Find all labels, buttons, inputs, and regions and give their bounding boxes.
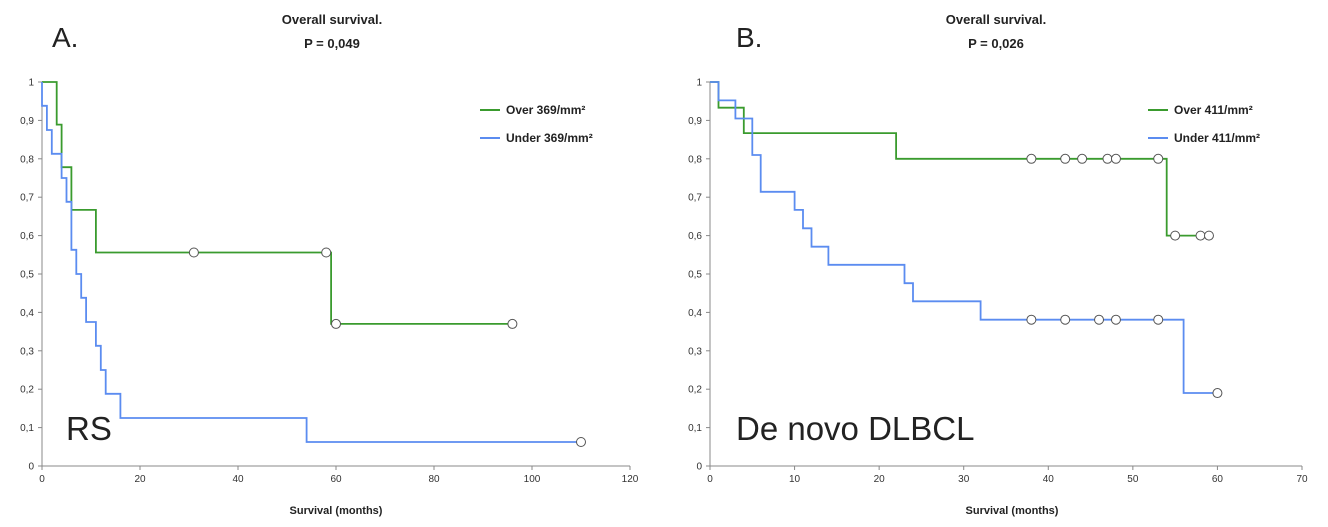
censor-marker (1026, 153, 1037, 164)
chart-subtitle: P = 0,049 (304, 36, 360, 51)
y-tick-label: 0 (28, 462, 34, 473)
chart-annotation: RS (66, 410, 112, 447)
y-tick-label: 0,9 (688, 116, 702, 127)
chart-annotation: De novo DLBCL (736, 410, 975, 447)
censor-marker (1195, 230, 1206, 241)
censor-marker (1077, 153, 1088, 164)
censor-marker (1110, 314, 1121, 325)
series-line (42, 81, 513, 325)
y-tick-label: 0,2 (688, 385, 702, 396)
legend: Over 411/mm² Under 411/mm² (1148, 96, 1260, 152)
x-tick-label: 80 (428, 474, 440, 485)
chart-title: Overall survival. (945, 12, 1047, 27)
censor-marker (321, 247, 332, 258)
y-tick-label: 0,9 (20, 116, 34, 127)
x-axis-label: Survival (months) (965, 505, 1059, 517)
y-tick-label: 0,3 (20, 346, 34, 357)
censor-marker (1212, 388, 1223, 399)
y-tick-label: 0,6 (688, 231, 702, 242)
y-tick-label: 0,5 (20, 270, 34, 281)
censor-marker (1153, 314, 1164, 325)
censor-marker (1060, 314, 1071, 325)
legend-item: Over 411/mm² (1148, 96, 1260, 124)
x-tick-label: 20 (134, 474, 146, 485)
legend-label: Under 369/mm² (506, 131, 593, 145)
y-tick-label: 1 (696, 78, 702, 89)
y-tick-label: 0,5 (688, 270, 702, 281)
legend-item: Under 411/mm² (1148, 124, 1260, 152)
legend: Over 369/mm² Under 369/mm² (480, 96, 593, 152)
panel-label: A. (52, 22, 79, 53)
y-tick-label: 0,8 (20, 154, 34, 165)
x-tick-label: 30 (958, 474, 970, 485)
censor-marker (1094, 314, 1105, 325)
x-tick-label: 60 (330, 474, 342, 485)
censor-marker (1060, 153, 1071, 164)
x-tick-label: 0 (707, 474, 713, 485)
y-tick-label: 1 (28, 78, 34, 89)
legend-item: Under 369/mm² (480, 124, 593, 152)
y-tick-label: 0,1 (688, 423, 702, 434)
y-tick-label: 0,4 (20, 308, 34, 319)
y-tick-label: 0,8 (688, 154, 702, 165)
chart-plot-b: 00,10,20,30,40,50,60,70,80,910 10 20 30 40 50… (688, 78, 1308, 486)
chart-panel-a: Overall survival. P = 0,049 A. 0 0,1 0,2 0,… (20, 12, 639, 517)
censor-marker (1110, 153, 1121, 164)
x-tick-label: 40 (1043, 474, 1055, 485)
panel-label: B. (736, 22, 763, 53)
x-axis-label: Survival (months) (289, 505, 383, 517)
legend-swatch (1148, 109, 1168, 111)
x-tick-label: 60 (1212, 474, 1224, 485)
chart-panel-b: Overall survival. P = 0,026 B. 0 0,1 0,2 0,… (664, 0, 1328, 527)
censor-marker (507, 318, 518, 329)
series-line (41, 82, 581, 443)
censor-marker (1102, 153, 1113, 164)
y-tick-label: 0,3 (688, 346, 702, 357)
series-line (710, 81, 1209, 237)
legend-label: Under 411/mm² (1174, 131, 1261, 145)
legend-swatch (480, 137, 500, 139)
censor-marker (331, 318, 341, 329)
y-tick-label: 0,2 (20, 385, 34, 396)
x-tick-label: 10 (789, 474, 801, 485)
y-tick-label: 0,6 (20, 231, 34, 242)
chart-plot-a: 0 0,1 0,2 0,3 0,4 0,5 0,6 0,7 0,8 0,9 1 0 20 40 60 80 10… (20, 78, 639, 486)
series-line (710, 81, 1218, 394)
x-tick-label: 50 (1127, 474, 1139, 485)
censor-marker (1026, 314, 1037, 325)
chart-subtitle: P = 0,026 (968, 36, 1024, 51)
x-tick-label: 0 (39, 474, 45, 485)
censor-marker (576, 437, 586, 447)
legend-label: Over 411/mm² (1174, 103, 1253, 117)
x-tick-label: 70 (1296, 474, 1308, 485)
censor-marker (1153, 153, 1164, 164)
x-tick-label: 40 (232, 474, 244, 485)
y-tick-label: 0,7 (20, 193, 34, 204)
y-tick-label: 0 (696, 462, 702, 473)
y-tick-label: 0,1 (20, 423, 34, 434)
y-tick-label: 0,4 (688, 308, 702, 319)
x-tick-label: 100 (524, 474, 541, 485)
y-tick-label: 0,7 (688, 193, 702, 204)
censor-marker (1170, 230, 1181, 241)
chart-title: Overall survival. (281, 12, 383, 27)
censor-marker (188, 247, 199, 258)
legend-swatch (1148, 137, 1168, 139)
legend-label: Over 369/mm² (506, 103, 586, 117)
censor-marker (1203, 230, 1214, 241)
x-tick-label: 120 (622, 474, 639, 485)
x-tick-label: 20 (874, 474, 886, 485)
legend-item: Over 369/mm² (480, 96, 593, 124)
legend-swatch (480, 109, 500, 111)
